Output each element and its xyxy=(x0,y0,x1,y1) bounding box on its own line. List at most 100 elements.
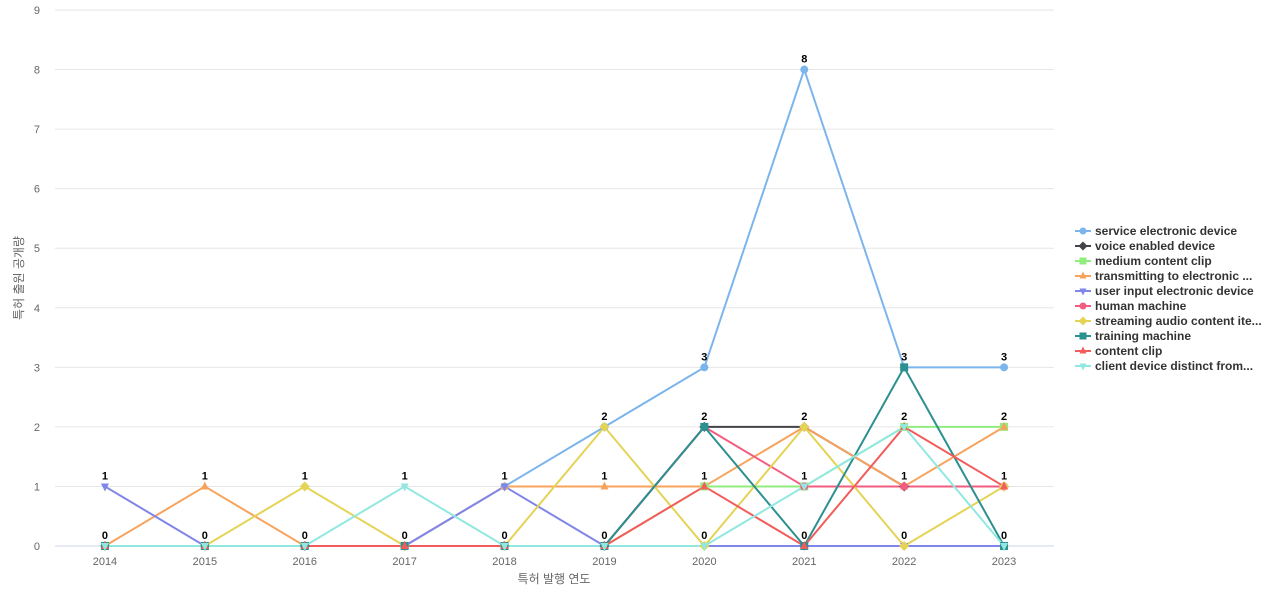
legend-symbol xyxy=(1079,271,1087,279)
data-label: 0 xyxy=(302,530,308,542)
legend-label: user input electronic device xyxy=(1095,284,1254,298)
series-lines xyxy=(104,68,1005,547)
point-marker xyxy=(900,363,909,372)
point-marker xyxy=(700,422,709,431)
x-tick-label: 2023 xyxy=(992,556,1016,568)
data-label: 1 xyxy=(901,470,907,482)
point-marker xyxy=(1000,543,1009,551)
legend-symbol xyxy=(1079,346,1087,354)
x-tick-label: 2019 xyxy=(592,556,616,568)
data-label: 1 xyxy=(801,470,807,482)
legend-symbol xyxy=(1079,363,1087,371)
point-marker xyxy=(100,543,109,551)
data-label: 0 xyxy=(102,530,108,542)
x-tick-label: 2014 xyxy=(93,556,117,568)
series-markers-group xyxy=(100,423,1009,551)
y-tick-label: 3 xyxy=(34,362,40,374)
legend-item[interactable]: service electronic device xyxy=(1075,224,1237,238)
y-tick-label: 6 xyxy=(34,184,40,196)
data-label: 2 xyxy=(601,411,607,423)
data-label: 1 xyxy=(302,470,308,482)
data-label: 2 xyxy=(901,411,907,423)
data-label: 1 xyxy=(501,470,507,482)
legend-label: medium content clip xyxy=(1095,254,1212,268)
point-marker xyxy=(200,543,209,551)
grid-lines xyxy=(55,9,1054,547)
x-tick-label: 2020 xyxy=(692,556,716,568)
y-axis-title: 특허 출원 공개량 xyxy=(12,236,26,320)
point-marker xyxy=(500,483,509,492)
y-tick-label: 4 xyxy=(34,303,40,315)
point-marker xyxy=(700,481,709,490)
legend-symbol xyxy=(1079,257,1087,265)
point-marker xyxy=(1000,481,1009,490)
y-tick-label: 2 xyxy=(34,422,40,434)
series-line xyxy=(104,425,1005,547)
legend-item[interactable]: client device distinct from... xyxy=(1075,359,1253,373)
point-marker xyxy=(700,543,709,551)
series-line xyxy=(104,485,1005,547)
data-label: 1 xyxy=(701,470,707,482)
data-label: 1 xyxy=(202,470,208,482)
point-marker xyxy=(800,541,809,549)
x-tick-label: 2017 xyxy=(392,556,416,568)
x-axis-title: 특허 발행 연도 xyxy=(518,571,591,586)
y-tick-label: 9 xyxy=(34,5,40,17)
y-tick-label: 1 xyxy=(34,481,40,493)
point-marker xyxy=(600,543,609,551)
data-label: 3 xyxy=(901,351,907,363)
x-tick-label: 2016 xyxy=(293,556,317,568)
point-marker xyxy=(900,482,909,491)
x-tick-label: 2015 xyxy=(193,556,217,568)
point-marker xyxy=(800,483,809,492)
legend-label: voice enabled device xyxy=(1095,239,1215,253)
x-tick-label: 2018 xyxy=(492,556,516,568)
legend-item[interactable]: user input electronic device xyxy=(1075,284,1254,298)
point-marker xyxy=(299,481,310,492)
data-label: 8 xyxy=(801,54,807,66)
point-marker xyxy=(400,483,409,492)
data-label: 0 xyxy=(801,530,807,542)
point-marker xyxy=(800,65,809,74)
data-label: 3 xyxy=(1001,351,1007,363)
legend-label: transmitting to electronic ... xyxy=(1095,269,1252,283)
y-tick-label: 8 xyxy=(34,65,40,77)
legend-item[interactable]: voice enabled device xyxy=(1075,239,1215,253)
data-label: 0 xyxy=(901,530,907,542)
series-markers xyxy=(99,65,1010,551)
point-marker xyxy=(599,421,610,432)
legend-item[interactable]: transmitting to electronic ... xyxy=(1075,269,1252,283)
legend-label: client device distinct from... xyxy=(1095,359,1253,373)
data-label: 0 xyxy=(402,530,408,542)
point-marker xyxy=(600,481,609,490)
legend-item[interactable]: medium content clip xyxy=(1075,254,1212,268)
point-marker xyxy=(200,481,209,490)
legend-symbol xyxy=(1078,316,1088,326)
point-marker xyxy=(899,541,910,551)
legend-item[interactable]: content clip xyxy=(1075,344,1162,358)
data-label: 1 xyxy=(1001,470,1007,482)
data-label: 0 xyxy=(1001,530,1007,542)
data-label: 2 xyxy=(801,411,807,423)
data-label: 2 xyxy=(701,411,707,423)
legend-symbol xyxy=(1078,241,1088,251)
data-label: 0 xyxy=(701,530,707,542)
data-label: 1 xyxy=(102,470,108,482)
data-label: 0 xyxy=(601,530,607,542)
legend-item[interactable]: training machine xyxy=(1075,329,1191,343)
point-marker xyxy=(900,423,909,432)
y-tick-label: 0 xyxy=(34,541,40,553)
point-marker xyxy=(700,363,709,372)
data-labels: 1 0 1 0 1 0 1 0 1 0 2 1 0 3 2 1 0 8 2 1 0 3 2 1 0 3 2 1 0 xyxy=(102,54,1007,542)
x-tick-label: 2022 xyxy=(892,556,916,568)
legend-label: service electronic device xyxy=(1095,224,1237,238)
legend-label: human machine xyxy=(1095,299,1187,313)
point-marker xyxy=(300,543,309,551)
legend-item[interactable]: human machine xyxy=(1075,299,1187,313)
legend-label: streaming audio content ite... xyxy=(1095,314,1262,328)
legend-symbol xyxy=(1079,332,1087,340)
legend-item[interactable]: streaming audio content ite... xyxy=(1075,314,1262,328)
